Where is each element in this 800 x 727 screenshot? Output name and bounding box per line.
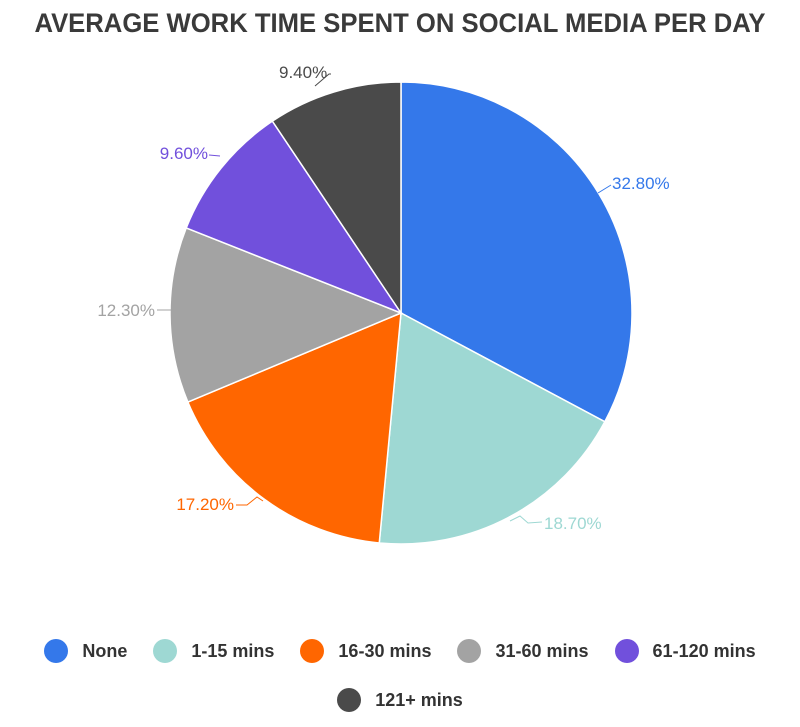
leader-line (509, 515, 543, 524)
legend-label: 1-15 mins (191, 640, 275, 661)
pie-chart: 32.80% 18.70% 17.20% 12.30% 9.60% 9.40% (97, 63, 670, 545)
chart-title: AVERAGE WORK TIME SPENT ON SOCIAL MEDIA … (34, 8, 766, 38)
legend-label: 61-120 mins (652, 640, 756, 661)
leader-line (314, 73, 331, 87)
pie-slice-1-15-mins (378, 311, 606, 545)
legend-swatch (153, 639, 178, 663)
data-label: 12.30% (97, 301, 155, 320)
legend-label: 31-60 mins (495, 640, 589, 661)
legend-label: None (82, 640, 128, 661)
legend-item: 1-15 mins (153, 639, 274, 663)
pie-slice-none (400, 81, 633, 423)
legend-label: 16-30 mins (338, 640, 432, 661)
pie-slice-16-30-mins (186, 311, 402, 544)
legend-swatch (614, 639, 639, 663)
pie-slice-121-mins (271, 81, 402, 316)
leader-line (208, 154, 221, 157)
legend-item: 121+ mins (337, 688, 463, 712)
legend-row-2: 121+ mins (0, 688, 800, 712)
data-label: 32.80% (612, 174, 670, 193)
legend-row-1: None 1-15 mins 16-30 mins 31-60 mins 61-120 … (0, 639, 800, 663)
label-leader-lines (157, 73, 612, 524)
legend-swatch (44, 639, 69, 663)
legend-item: 61-120 mins (614, 639, 756, 663)
pie-slice-31-60-mins (169, 226, 403, 404)
legend-swatch (337, 688, 362, 712)
data-labels: 32.80% 18.70% 17.20% 12.30% 9.60% 9.40% (97, 63, 669, 533)
legend-item: 31-60 mins (457, 639, 589, 663)
data-label: 9.60% (160, 144, 208, 163)
legend-swatch (457, 639, 482, 663)
legend-item: 16-30 mins (300, 639, 431, 663)
legend-label: 121+ mins (375, 689, 463, 710)
data-label: 18.70% (544, 514, 602, 533)
legend-swatch (300, 639, 325, 663)
legend-item: None (44, 639, 127, 663)
pie-slices (169, 81, 633, 545)
leader-line (597, 184, 612, 194)
data-label: 17.20% (176, 495, 234, 514)
data-label: 9.40% (279, 63, 327, 82)
pie-slice-61-120-mins (185, 120, 403, 315)
leader-line (236, 496, 264, 506)
